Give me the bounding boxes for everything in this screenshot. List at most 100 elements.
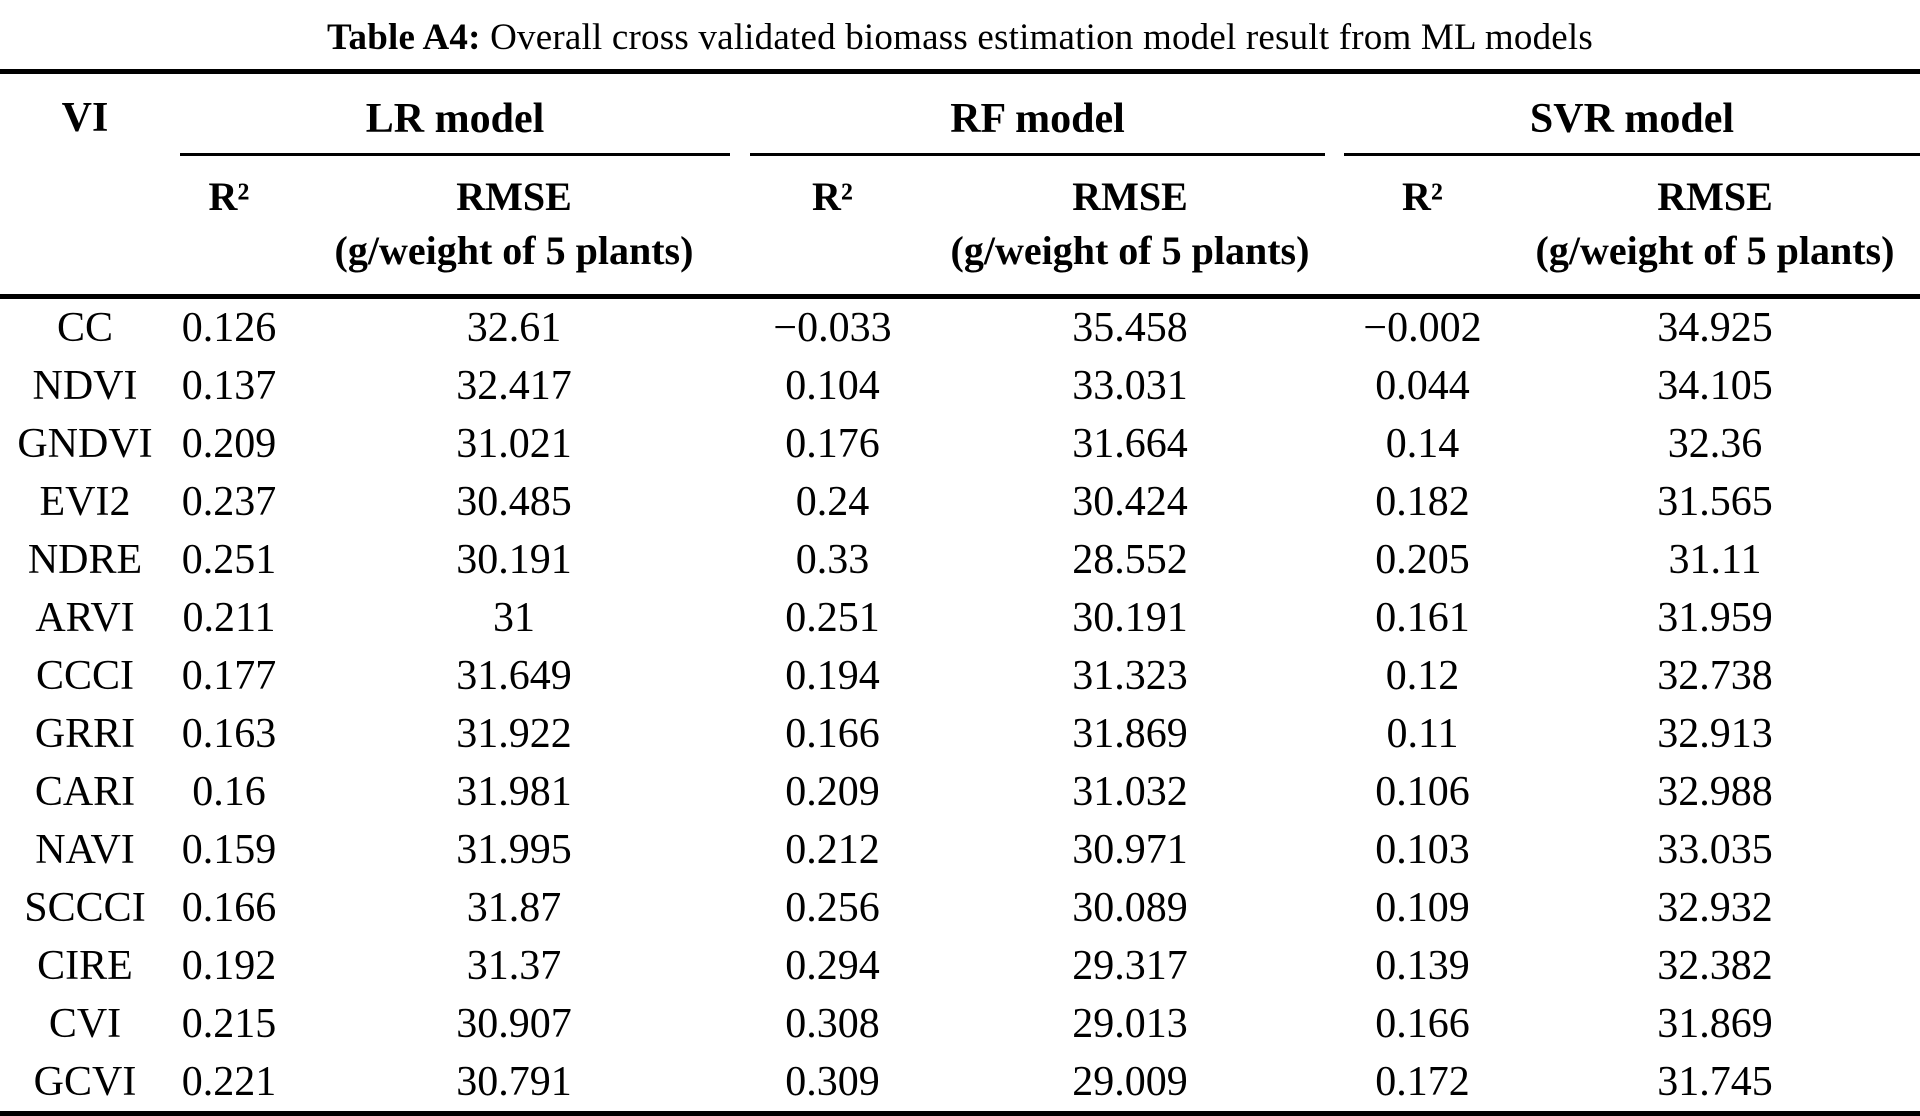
value-cell: 31.565 xyxy=(1657,479,1773,525)
value-cell: 31.922 xyxy=(456,711,572,757)
column-header-vi: VI xyxy=(61,95,109,141)
value-cell: 31.323 xyxy=(1072,653,1188,699)
column-header-rmse-rf: RMSE (g/weight of 5 plants) xyxy=(925,156,1335,299)
results-table: VI LR model RF model SVR model R² RMSE (… xyxy=(0,69,1920,1116)
value-cell: 0.166 xyxy=(785,711,880,757)
vi-cell: CARI xyxy=(34,769,136,815)
value-cell: 0.163 xyxy=(181,711,277,757)
value-cell: 31.995 xyxy=(456,827,572,873)
value-cell: 0.14 xyxy=(1385,421,1460,467)
table-row: CC 0.126 32.61 −0.033 35.458 −0.002 34.925 xyxy=(0,297,1920,358)
value-cell: 31.11 xyxy=(1668,537,1762,583)
value-cell: 0.309 xyxy=(785,1059,880,1105)
value-cell: 34.105 xyxy=(1657,363,1773,409)
value-cell: 0.194 xyxy=(785,653,880,699)
table-row: NDRE 0.251 30.191 0.33 28.552 0.205 31.11 xyxy=(0,531,1920,589)
group-label-rf: RF model xyxy=(750,75,1325,156)
value-cell: 0.256 xyxy=(785,885,880,931)
value-cell: 0.109 xyxy=(1375,885,1470,931)
value-cell: 30.971 xyxy=(1072,827,1188,873)
value-cell: 0.106 xyxy=(1375,769,1470,815)
rmse-unit: (g/weight of 5 plants) xyxy=(1535,228,1895,273)
vi-cell: GCVI xyxy=(33,1059,137,1105)
column-group-rf-model: RF model xyxy=(740,72,1335,156)
value-cell: 0.104 xyxy=(785,363,880,409)
table-row: GCVI 0.221 30.791 0.309 29.009 0.172 31.745 xyxy=(0,1053,1920,1114)
value-cell: 0.126 xyxy=(181,305,277,351)
table-row: SCCCI 0.166 31.87 0.256 30.089 0.109 32.932 xyxy=(0,879,1920,937)
value-cell: 0.209 xyxy=(785,769,880,815)
value-cell: 0.294 xyxy=(785,943,880,989)
value-cell: 30.089 xyxy=(1072,885,1188,931)
value-cell: 31.981 xyxy=(456,769,572,815)
value-cell: 31.649 xyxy=(456,653,572,699)
value-cell: 31.745 xyxy=(1657,1059,1773,1105)
group-label-lr: LR model xyxy=(180,75,730,156)
value-cell: 30.191 xyxy=(456,537,572,583)
value-cell: 32.382 xyxy=(1657,943,1773,989)
value-cell: 31.664 xyxy=(1072,421,1188,467)
value-cell: 0.177 xyxy=(181,653,277,699)
value-cell: 0.251 xyxy=(785,595,880,641)
table-row: CVI 0.215 30.907 0.308 29.013 0.166 31.869 xyxy=(0,995,1920,1053)
vi-cell: CIRE xyxy=(37,943,133,989)
vi-cell: GNDVI xyxy=(17,421,153,467)
value-cell: −0.033 xyxy=(773,305,892,351)
value-cell: 0.24 xyxy=(795,479,870,525)
value-cell: 32.988 xyxy=(1657,769,1773,815)
value-cell: 0.161 xyxy=(1375,595,1470,641)
rmse-label: RMSE xyxy=(1072,174,1188,219)
vi-cell: CVI xyxy=(48,1001,122,1047)
value-cell: 29.009 xyxy=(1072,1059,1188,1105)
value-cell: 0.176 xyxy=(785,421,880,467)
value-cell: 0.205 xyxy=(1375,537,1470,583)
value-cell: 32.932 xyxy=(1657,885,1773,931)
column-header-rmse-svr: RMSE (g/weight of 5 plants) xyxy=(1510,156,1920,299)
column-header-r2-lr: R² xyxy=(170,156,288,299)
rmse-unit: (g/weight of 5 plants) xyxy=(334,228,694,273)
table-row: CCCI 0.177 31.649 0.194 31.323 0.12 32.738 xyxy=(0,647,1920,705)
value-cell: 35.458 xyxy=(1072,305,1188,351)
value-cell: 34.925 xyxy=(1657,305,1773,351)
vi-cell: NAVI xyxy=(35,827,135,873)
vi-cell: NDRE xyxy=(27,537,143,583)
value-cell: 31 xyxy=(493,595,535,641)
value-cell: 31.869 xyxy=(1657,1001,1773,1047)
value-cell: 0.172 xyxy=(1375,1059,1470,1105)
value-cell: 30.791 xyxy=(456,1059,572,1105)
table-row: NAVI 0.159 31.995 0.212 30.971 0.103 33.035 xyxy=(0,821,1920,879)
value-cell: −0.002 xyxy=(1363,305,1482,351)
value-cell: 0.221 xyxy=(181,1059,277,1105)
table-row: CIRE 0.192 31.37 0.294 29.317 0.139 32.382 xyxy=(0,937,1920,995)
value-cell: 30.424 xyxy=(1072,479,1188,525)
table-row: CARI 0.16 31.981 0.209 31.032 0.106 32.988 xyxy=(0,763,1920,821)
value-cell: 32.913 xyxy=(1657,711,1773,757)
vi-cell: SCCCI xyxy=(24,885,146,931)
table-row: EVI2 0.237 30.485 0.24 30.424 0.182 31.565 xyxy=(0,473,1920,531)
value-cell: 0.12 xyxy=(1385,653,1460,699)
value-cell: 29.013 xyxy=(1072,1001,1188,1047)
column-header-r2-rf: R² xyxy=(740,156,925,299)
value-cell: 0.251 xyxy=(181,537,277,583)
value-cell: 0.166 xyxy=(1375,1001,1470,1047)
column-group-lr-model: LR model xyxy=(170,72,740,156)
value-cell: 0.211 xyxy=(182,595,276,641)
value-cell: 32.738 xyxy=(1657,653,1773,699)
column-header-r2-svr: R² xyxy=(1335,156,1510,299)
vi-cell: GRRI xyxy=(34,711,136,757)
vi-cell: NDVI xyxy=(32,363,138,409)
value-cell: 0.33 xyxy=(795,537,870,583)
value-cell: 0.192 xyxy=(181,943,277,989)
table-row: GNDVI 0.209 31.021 0.176 31.664 0.14 32.36 xyxy=(0,415,1920,473)
table-body: CC 0.126 32.61 −0.033 35.458 −0.002 34.925 NDVI… xyxy=(0,297,1920,1114)
value-cell: 0.159 xyxy=(181,827,277,873)
value-cell: 0.182 xyxy=(1375,479,1470,525)
value-cell: 0.215 xyxy=(181,1001,277,1047)
value-cell: 31.032 xyxy=(1072,769,1188,815)
value-cell: 0.103 xyxy=(1375,827,1470,873)
vi-cell: ARVI xyxy=(35,595,135,641)
value-cell: 30.907 xyxy=(456,1001,572,1047)
table-row: ARVI 0.211 31 0.251 30.191 0.161 31.959 xyxy=(0,589,1920,647)
value-cell: 0.209 xyxy=(181,421,277,467)
value-cell: 0.237 xyxy=(181,479,277,525)
